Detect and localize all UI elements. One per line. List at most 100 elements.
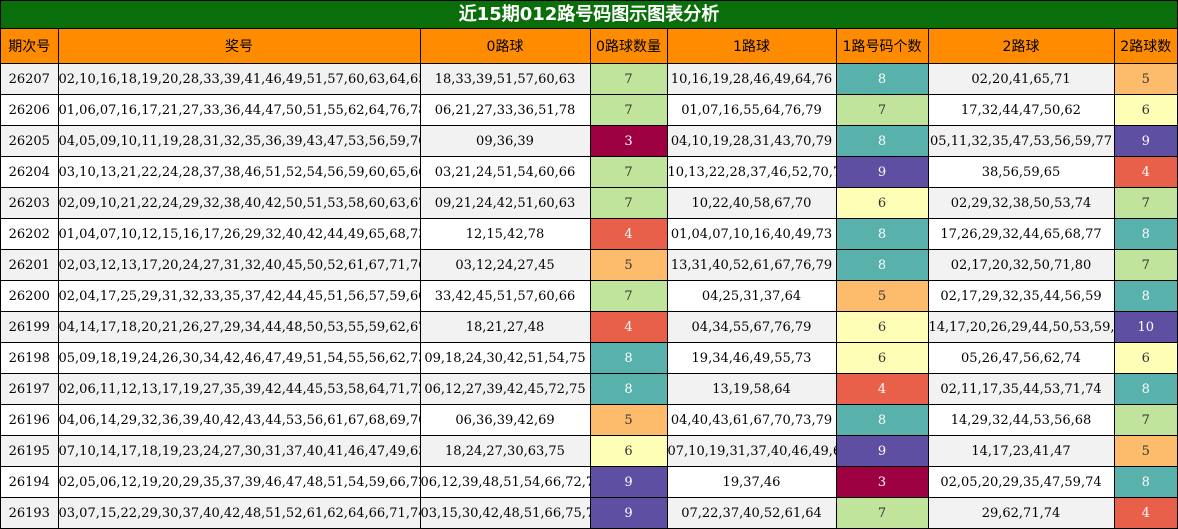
route2-cell: 02,29,32,38,50,53,74 (927, 187, 1115, 219)
table-row: 26202 01,04,07,10,12,15,16,17,26,29,32,40… (1, 218, 1177, 250)
route1-cell: 04,25,31,37,64 (666, 280, 837, 312)
route0-cell: 03,15,30,42,48,51,66,75,78 (419, 497, 591, 529)
header-route2-count: 2路球数 (1113, 29, 1177, 64)
header-route1: 1路球 (666, 29, 837, 64)
numbers-cell: 04,06,14,29,32,36,39,40,42,43,44,53,56,6… (57, 404, 421, 436)
route1-count-cell: 7 (835, 497, 929, 529)
route1-count-cell: 9 (835, 156, 929, 188)
route1-cell: 10,16,19,28,46,49,64,76 (666, 63, 837, 95)
route0-count-cell: 8 (589, 373, 668, 405)
issue-cell: 26203 (1, 187, 59, 219)
issue-cell: 26206 (1, 94, 59, 126)
numbers-cell: 02,03,12,13,17,20,24,27,31,32,40,45,50,5… (57, 249, 421, 281)
route2-cell: 02,17,20,32,50,71,80 (927, 249, 1115, 281)
route1-count-cell: 3 (835, 466, 929, 498)
issue-cell: 26197 (1, 373, 59, 405)
issue-cell: 26199 (1, 311, 59, 343)
route1-cell: 04,34,55,67,76,79 (666, 311, 837, 343)
route0-cell: 06,36,39,42,69 (419, 404, 591, 436)
route2-count-cell: 9 (1113, 125, 1177, 157)
table-row: 26204 03,10,13,21,22,24,28,37,38,46,51,52… (1, 156, 1177, 188)
table-body: 26207 02,10,16,18,19,20,28,33,39,41,46,49… (1, 63, 1177, 529)
numbers-cell: 07,10,14,17,18,19,23,24,27,30,31,37,40,4… (57, 435, 421, 467)
issue-cell: 26198 (1, 342, 59, 374)
numbers-cell: 02,09,10,21,22,24,29,32,38,40,42,50,51,5… (57, 187, 421, 219)
header-numbers: 奖号 (57, 29, 421, 64)
header-route1-count: 1路号码个数 (835, 29, 929, 64)
route0-count-cell: 7 (589, 63, 668, 95)
issue-cell: 26207 (1, 63, 59, 95)
numbers-cell: 04,14,17,18,20,21,26,27,29,34,44,48,50,5… (57, 311, 421, 343)
table-row: 26200 02,04,17,25,29,31,32,33,35,37,42,44… (1, 280, 1177, 312)
route1-count-cell: 6 (835, 342, 929, 374)
header-route0: 0路球 (419, 29, 591, 64)
numbers-cell: 02,06,11,12,13,17,19,27,35,39,42,44,45,5… (57, 373, 421, 405)
issue-cell: 26195 (1, 435, 59, 467)
route0-cell: 18,21,27,48 (419, 311, 591, 343)
issue-cell: 26196 (1, 404, 59, 436)
route0-count-cell: 4 (589, 311, 668, 343)
route0-count-cell: 6 (589, 435, 668, 467)
route1-cell: 04,40,43,61,67,70,73,79 (666, 404, 837, 436)
header-route2: 2路球 (927, 29, 1115, 64)
numbers-cell: 04,05,09,10,11,19,28,31,32,35,36,39,43,4… (57, 125, 421, 157)
route1-count-cell: 6 (835, 311, 929, 343)
route2-cell: 02,20,41,65,71 (927, 63, 1115, 95)
route2-count-cell: 8 (1113, 373, 1177, 405)
route1-cell: 13,31,40,52,61,67,76,79 (666, 249, 837, 281)
route1-cell: 07,22,37,40,52,61,64 (666, 497, 837, 529)
route2-count-cell: 6 (1113, 342, 1177, 374)
issue-cell: 26201 (1, 249, 59, 281)
table-row: 26195 07,10,14,17,18,19,23,24,27,30,31,37… (1, 435, 1177, 467)
route1-cell: 10,22,40,58,67,70 (666, 187, 837, 219)
numbers-cell: 02,05,06,12,19,20,29,35,37,39,46,47,48,5… (57, 466, 421, 498)
table-row: 26207 02,10,16,18,19,20,28,33,39,41,46,49… (1, 63, 1177, 95)
analysis-table: 期次号 奖号 0路球 0路球数量 1路球 1路号码个数 2路球 2路球数 262… (1, 29, 1177, 529)
route0-count-cell: 7 (589, 94, 668, 126)
route1-cell: 01,04,07,10,16,40,49,73 (666, 218, 837, 250)
header-issue: 期次号 (1, 29, 59, 64)
route2-cell: 05,11,32,35,47,53,56,59,77 (927, 125, 1115, 157)
numbers-cell: 02,04,17,25,29,31,32,33,35,37,42,44,45,5… (57, 280, 421, 312)
route2-cell: 14,17,20,26,29,44,50,53,59,62 (927, 311, 1115, 343)
route2-cell: 38,56,59,65 (927, 156, 1115, 188)
route1-count-cell: 8 (835, 218, 929, 250)
route2-count-cell: 8 (1113, 466, 1177, 498)
route1-cell: 13,19,58,64 (666, 373, 837, 405)
route0-count-cell: 9 (589, 466, 668, 498)
route2-cell: 29,62,71,74 (927, 497, 1115, 529)
route2-cell: 17,26,29,32,44,65,68,77 (927, 218, 1115, 250)
route1-cell: 19,37,46 (666, 466, 837, 498)
route1-count-cell: 8 (835, 125, 929, 157)
route0-count-cell: 7 (589, 280, 668, 312)
route0-cell: 09,18,24,30,42,51,54,75 (419, 342, 591, 374)
header-row: 期次号 奖号 0路球 0路球数量 1路球 1路号码个数 2路球 2路球数 (1, 29, 1177, 64)
route1-count-cell: 8 (835, 404, 929, 436)
header-route0-count: 0路球数量 (589, 29, 668, 64)
route2-count-cell: 8 (1113, 218, 1177, 250)
route2-count-cell: 5 (1113, 435, 1177, 467)
route0-count-cell: 4 (589, 218, 668, 250)
route2-count-cell: 7 (1113, 187, 1177, 219)
route1-cell: 19,34,46,49,55,73 (666, 342, 837, 374)
issue-cell: 26193 (1, 497, 59, 529)
route0-cell: 06,12,27,39,42,45,72,75 (419, 373, 591, 405)
route1-cell: 07,10,19,31,37,40,46,49,64 (666, 435, 837, 467)
issue-cell: 26202 (1, 218, 59, 250)
table-row: 26196 04,06,14,29,32,36,39,40,42,43,44,53… (1, 404, 1177, 436)
table-row: 26199 04,14,17,18,20,21,26,27,29,34,44,48… (1, 311, 1177, 343)
route1-count-cell: 5 (835, 280, 929, 312)
route2-count-cell: 5 (1113, 63, 1177, 95)
numbers-cell: 02,10,16,18,19,20,28,33,39,41,46,49,51,5… (57, 63, 421, 95)
table-row: 26197 02,06,11,12,13,17,19,27,35,39,42,44… (1, 373, 1177, 405)
issue-cell: 26200 (1, 280, 59, 312)
table-row: 26198 05,09,18,19,24,26,30,34,42,46,47,49… (1, 342, 1177, 374)
route0-count-cell: 9 (589, 497, 668, 529)
table-row: 26201 02,03,12,13,17,20,24,27,31,32,40,45… (1, 249, 1177, 281)
route2-count-cell: 7 (1113, 249, 1177, 281)
route1-cell: 01,07,16,55,64,76,79 (666, 94, 837, 126)
route0-cell: 06,21,27,33,36,51,78 (419, 94, 591, 126)
numbers-cell: 03,07,15,22,29,30,37,40,42,48,51,52,61,6… (57, 497, 421, 529)
route1-count-cell: 9 (835, 435, 929, 467)
route2-cell: 02,11,17,35,44,53,71,74 (927, 373, 1115, 405)
